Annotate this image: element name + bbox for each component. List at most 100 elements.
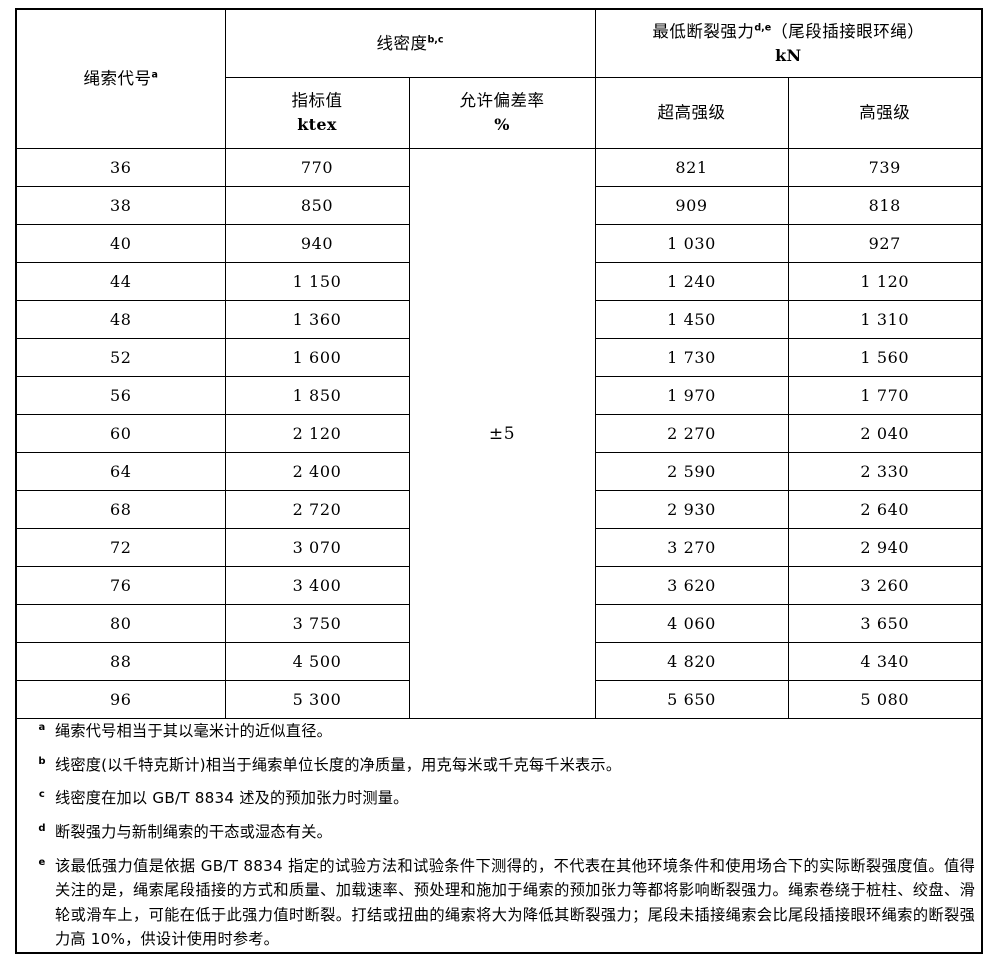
cell-rope-code: 38	[15, 186, 226, 225]
cell-rope-code: 64	[15, 452, 226, 491]
cell-nominal-density: 1 850	[224, 376, 410, 415]
header-tolerance-label: 允许偏差率	[459, 91, 545, 111]
header-rope-code: 绳索代号a	[15, 8, 226, 149]
footnote-text: 该最低强力值是依据 GB/T 8834 指定的试验方法和试验条件下测得的，不代表…	[55, 856, 976, 949]
cell-ultra-high-grade: 3 620	[594, 566, 789, 605]
cell-nominal-density: 850	[224, 186, 410, 225]
table-row: 60 2 120 2 270 2 040	[15, 414, 983, 453]
cell-nominal-density: 2 120	[224, 414, 410, 453]
footnote-item: d 断裂强力与新制绳索的干态或湿态有关。	[17, 820, 981, 845]
footnote-text: 断裂强力与新制绳索的干态或湿态有关。	[55, 822, 332, 841]
cell-high-grade: 2 640	[787, 490, 983, 529]
header-nominal-value-unit: ktex	[297, 115, 337, 135]
header-rope-code-superscript: a	[151, 69, 158, 81]
cell-high-grade: 3 260	[787, 566, 983, 605]
cell-nominal-density: 4 500	[224, 642, 410, 681]
header-breaking-strength-label: 最低断裂强力	[652, 21, 755, 41]
cell-nominal-density: 5 300	[224, 680, 410, 719]
cell-high-grade: 4 340	[787, 642, 983, 681]
cell-ultra-high-grade: 2 930	[594, 490, 789, 529]
cell-ultra-high-grade: 1 240	[594, 262, 789, 301]
cell-nominal-density: 3 750	[224, 604, 410, 643]
table-row: 56 1 850 1 970 1 770	[15, 376, 983, 415]
header-nominal-value: 指标值 ktex	[224, 77, 410, 149]
cell-nominal-density: 1 600	[224, 338, 410, 377]
cell-rope-code: 36	[15, 148, 226, 187]
cell-rope-code: 96	[15, 680, 226, 719]
cell-rope-code: 88	[15, 642, 226, 681]
cell-nominal-density: 1 360	[224, 300, 410, 339]
cell-ultra-high-grade: 3 270	[594, 528, 789, 567]
cell-nominal-density: 2 720	[224, 490, 410, 529]
cell-high-grade: 1 120	[787, 262, 983, 301]
cell-rope-code: 56	[15, 376, 226, 415]
cell-rope-code: 68	[15, 490, 226, 529]
cell-high-grade: 1 770	[787, 376, 983, 415]
table-row: 96 5 300 5 650 5 080	[15, 680, 983, 719]
cell-ultra-high-grade: 4 060	[594, 604, 789, 643]
cell-nominal-density: 1 150	[224, 262, 410, 301]
cell-rope-code: 40	[15, 224, 226, 263]
header-linear-density-superscript: b,c	[427, 34, 444, 46]
table-row: 52 1 600 1 730 1 560	[15, 338, 983, 377]
footnote-marker: e	[38, 856, 46, 868]
cell-ultra-high-grade: 821	[594, 148, 789, 187]
cell-ultra-high-grade: 1 450	[594, 300, 789, 339]
cell-ultra-high-grade: 5 650	[594, 680, 789, 719]
table-row: 36 770 ±5 821 739	[15, 148, 983, 719]
cell-ultra-high-grade: 1 730	[594, 338, 789, 377]
table-row: 72 3 070 3 270 2 940	[15, 528, 983, 567]
footnote-text: 线密度在加以 GB/T 8834 述及的预加张力时测量。	[55, 789, 409, 808]
cell-nominal-density: 2 400	[224, 452, 410, 491]
cell-rope-code: 80	[15, 604, 226, 643]
cell-high-grade: 818	[787, 186, 983, 225]
cell-rope-code: 60	[15, 414, 226, 453]
table-row: 44 1 150 1 240 1 120	[15, 262, 983, 301]
rope-specification-table: 绳索代号a 线密度b,c 最低断裂强力d,e（尾段插接眼环绳） kN 指标值 k…	[15, 8, 984, 954]
cell-ultra-high-grade: 4 820	[594, 642, 789, 681]
cell-high-grade: 5 080	[787, 680, 983, 719]
footnote-marker: b	[38, 755, 46, 767]
cell-high-grade: 2 330	[787, 452, 983, 491]
cell-high-grade: 739	[787, 148, 983, 187]
table-notes-row: a 绳索代号相当于其以毫米计的近似直径。 b 线密度(以千特克斯计)相当于绳索单位长度…	[15, 718, 983, 954]
cell-high-grade: 3 650	[787, 604, 983, 643]
cell-high-grade: 1 560	[787, 338, 983, 377]
cell-ultra-high-grade: 909	[594, 186, 789, 225]
header-breaking-strength-superscript: d,e	[754, 22, 772, 34]
cell-ultra-high-grade: 2 590	[594, 452, 789, 491]
header-breaking-strength-unit: kN	[775, 45, 802, 65]
header-tolerance: 允许偏差率 %	[408, 77, 596, 149]
header-linear-density-label: 线密度	[376, 33, 428, 53]
footnote-list: a 绳索代号相当于其以毫米计的近似直径。 b 线密度(以千特克斯计)相当于绳索单位长度…	[17, 719, 981, 952]
table-row: 68 2 720 2 930 2 640	[15, 490, 983, 529]
cell-rope-code: 76	[15, 566, 226, 605]
cell-ultra-high-grade: 1 030	[594, 224, 789, 263]
cell-rope-code: 48	[15, 300, 226, 339]
header-linear-density-group: 线密度b,c	[224, 8, 596, 78]
footnote-marker: c	[38, 789, 46, 801]
cell-high-grade: 2 940	[787, 528, 983, 567]
table-row: 48 1 360 1 450 1 310	[15, 300, 983, 339]
table-header-row-2: 指标值 ktex 允许偏差率 % 超高强级 高强级	[16, 77, 983, 149]
cell-nominal-density: 940	[224, 224, 410, 263]
header-rope-code-label: 绳索代号	[83, 69, 152, 89]
cell-high-grade: 2 040	[787, 414, 983, 453]
cell-ultra-high-grade: 2 270	[594, 414, 789, 453]
table-row: 76 3 400 3 620 3 260	[15, 566, 983, 605]
header-breaking-strength-line1: 最低断裂强力d,e（尾段插接眼环绳）	[596, 20, 982, 44]
footnote-marker: d	[38, 822, 46, 834]
cell-ultra-high-grade: 1 970	[594, 376, 789, 415]
header-tolerance-unit: %	[494, 115, 510, 135]
footnote-text: 线密度(以千特克斯计)相当于绳索单位长度的净质量，用克每米或千克每千米表示。	[55, 755, 622, 774]
footnote-item: a 绳索代号相当于其以毫米计的近似直径。	[17, 719, 981, 744]
cell-rope-code: 52	[15, 338, 226, 377]
header-breaking-strength-group: 最低断裂强力d,e（尾段插接眼环绳） kN	[594, 8, 983, 78]
cell-tolerance-value: ±5	[408, 148, 596, 719]
table-body: 36 770 ±5 821 739 38 850 909 818 40 940 1 030 927 44 1…	[15, 148, 983, 719]
header-breaking-strength-suffix: （尾段插接眼环绳）	[771, 21, 925, 41]
cell-nominal-density: 3 070	[224, 528, 410, 567]
cell-nominal-density: 3 400	[224, 566, 410, 605]
footnotes-container: a 绳索代号相当于其以毫米计的近似直径。 b 线密度(以千特克斯计)相当于绳索单位长度…	[15, 718, 983, 954]
table-row: 88 4 500 4 820 4 340	[15, 642, 983, 681]
